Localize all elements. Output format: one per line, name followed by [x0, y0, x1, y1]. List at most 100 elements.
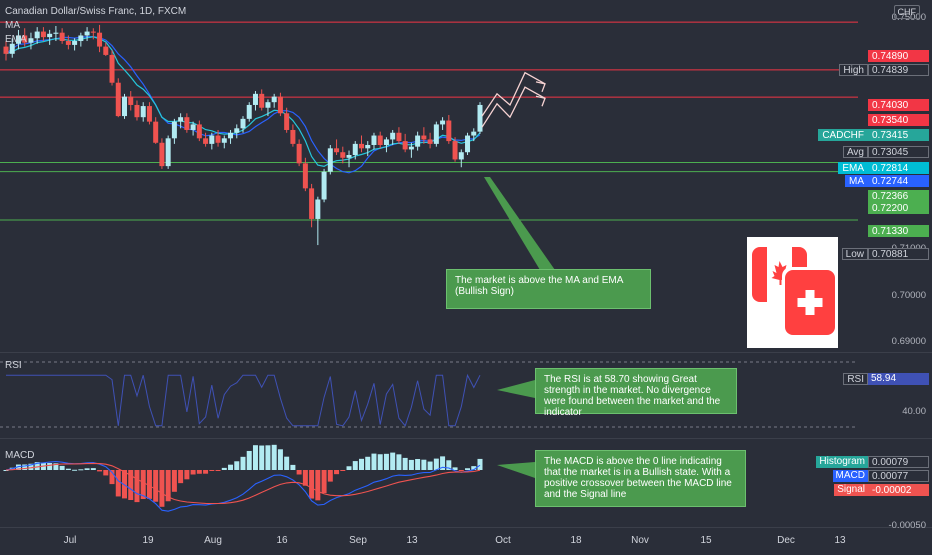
candle — [115, 78, 121, 118]
macd-label-name: MACD — [832, 470, 868, 482]
candle — [421, 127, 427, 144]
candle — [359, 135, 364, 153]
candle-body — [159, 142, 165, 167]
candle-body — [309, 188, 315, 219]
macd-histogram-bar — [265, 445, 271, 470]
time-axis-label: Oct — [495, 535, 511, 546]
candle-body — [190, 124, 196, 130]
rsi-value-name: RSI — [843, 373, 868, 385]
time-axis-label: 13 — [406, 535, 418, 546]
candle-body — [122, 96, 127, 117]
candle-body — [72, 41, 78, 45]
candle-body — [327, 148, 333, 172]
rsi-value: 58.94 — [868, 373, 929, 385]
candle — [252, 91, 258, 111]
candle-body — [321, 171, 327, 200]
macd-panel-label[interactable]: MACD — [5, 450, 35, 461]
candle-body — [171, 121, 177, 139]
macd-histogram-bar — [97, 470, 103, 472]
candle-body — [109, 54, 115, 83]
candle — [396, 127, 402, 144]
candle — [408, 142, 414, 158]
price-label-prefix: MA — [845, 175, 868, 187]
candle-body — [47, 33, 53, 38]
candle-body — [302, 163, 308, 189]
rsi-annotation[interactable]: The RSI is at 58.70 showing Great streng… — [535, 368, 737, 418]
indicator-ema-label[interactable]: EMA — [5, 34, 27, 45]
candle-body — [340, 152, 346, 158]
candle — [309, 183, 315, 228]
candle — [203, 132, 209, 147]
macd-histogram-bar — [377, 454, 383, 470]
macd-histogram-bar — [408, 459, 414, 470]
macd-annotation[interactable]: The MACD is above the 0 line indicating … — [535, 450, 746, 507]
candle-body — [146, 106, 152, 122]
macd-histogram-bar — [327, 470, 333, 482]
candle — [159, 138, 165, 169]
candle-body — [209, 135, 215, 144]
candle-body — [383, 139, 389, 145]
candle — [390, 129, 396, 145]
macd-histogram-bar — [259, 445, 265, 470]
macd-histogram-bar — [90, 468, 96, 470]
macd-line — [5, 460, 481, 512]
price-label-value: 0.74839 — [868, 64, 929, 76]
macd-histogram-bar — [59, 465, 65, 470]
price-tick-2: 0.70000 — [892, 290, 926, 301]
macd-histogram-bar — [15, 464, 21, 470]
candle — [215, 129, 221, 147]
candle-body — [296, 143, 302, 164]
candle-body — [452, 141, 458, 160]
candle — [271, 93, 277, 108]
macd-histogram-bar — [34, 462, 40, 470]
macd-histogram-bar — [458, 470, 464, 471]
macd-histogram-bar — [128, 470, 134, 501]
candle-body — [471, 131, 477, 136]
macd-histogram-bar — [246, 450, 252, 470]
price-label-prefix: High — [839, 64, 868, 76]
ma-ema-annotation[interactable]: The market is above the MA and EMA (Bull… — [446, 269, 651, 309]
macd-histogram-bar — [302, 470, 308, 486]
candle — [377, 131, 383, 149]
signal-line — [5, 462, 481, 505]
projection-arrowhead-1 — [535, 81, 546, 93]
projection-arrowhead-2 — [535, 95, 546, 107]
macd-histogram-bar — [396, 454, 402, 470]
candle — [383, 137, 389, 153]
candle-body — [427, 139, 433, 144]
candle-body — [477, 104, 483, 132]
macd-histogram-bar — [103, 470, 109, 476]
macd-histogram-bar — [72, 469, 78, 471]
rsi-panel-label[interactable]: RSI — [5, 360, 22, 371]
time-axis-label: 19 — [142, 535, 154, 546]
candle-body — [371, 135, 377, 145]
time-axis-label: Aug — [204, 535, 222, 546]
candle-body — [9, 43, 15, 54]
time-axis-label: Jul — [64, 535, 77, 546]
candle — [15, 29, 21, 50]
candle — [321, 168, 327, 203]
candle — [265, 99, 271, 117]
candle-body — [22, 35, 28, 43]
candle — [296, 139, 302, 167]
macd-label-value: -0.00002 — [868, 484, 929, 496]
candle — [103, 42, 109, 57]
candle — [28, 32, 34, 50]
candle — [221, 135, 227, 149]
candle — [146, 102, 152, 125]
indicator-ma-label[interactable]: MA — [5, 20, 20, 31]
price-tick-3: 0.69000 — [892, 336, 926, 347]
projection-arrow-2 — [481, 86, 546, 128]
candle — [209, 132, 215, 150]
candle-body — [228, 132, 234, 139]
macd-histogram-bar — [477, 458, 483, 470]
currency-button[interactable]: CHF — [893, 5, 920, 19]
candle — [134, 100, 140, 121]
candle — [240, 116, 246, 133]
candle-body — [140, 106, 146, 118]
candle-body — [390, 132, 396, 140]
price-label-prefix: EMA — [838, 162, 868, 174]
price-label-value: 0.72200 — [868, 202, 929, 214]
